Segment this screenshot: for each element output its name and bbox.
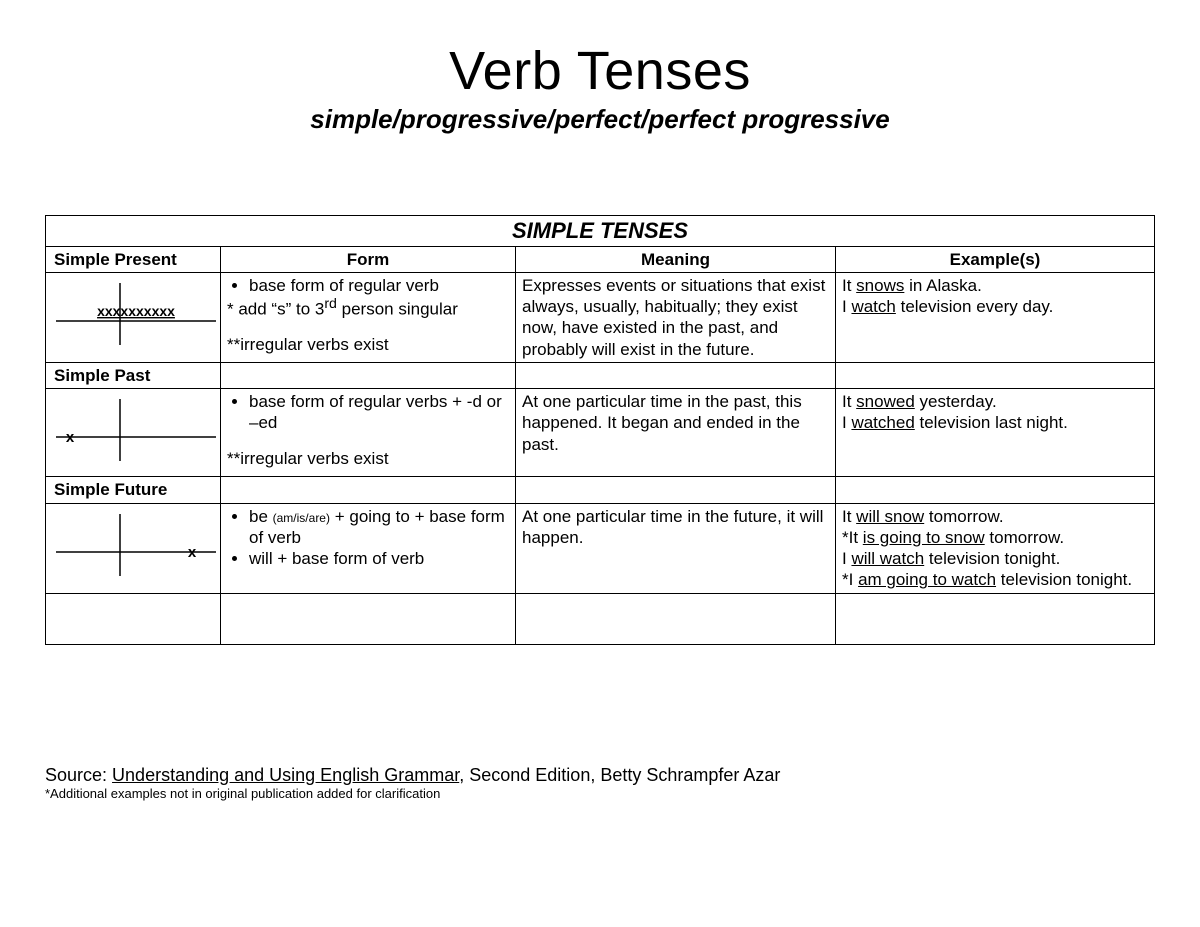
form-line: * add “s” to 3rd person singular [227,296,509,320]
timeline-diagram-icon: xxxxxxxxxx [50,279,220,349]
form-bullet: be (am/is/are) + going to + base form of… [249,506,509,549]
diagram-cell: x [46,503,221,593]
svg-text:x: x [188,544,197,561]
source-suffix: , Second Edition, Betty Schrampfer Azar [459,765,780,785]
table-caption: SIMPLE TENSES [46,216,1155,247]
source-line: Source: Understanding and Using English … [45,765,1155,801]
source-note: *Additional examples not in original pub… [45,786,1155,801]
table-row [46,593,1155,644]
table-row: x base form of regular verbs + -d or –ed… [46,389,1155,477]
example-cell: It snows in Alaska.I watch television ev… [836,272,1155,362]
form-bullet: base form of regular verbs + -d or –ed [249,391,509,434]
table-body: SIMPLE TENSES Simple Present Form Meanin… [46,216,1155,645]
timeline-diagram-icon: x [50,395,220,465]
col-header-meaning: Meaning [516,246,836,272]
svg-text:xxxxxxxxxx: xxxxxxxxxx [97,303,175,319]
tense-label: Simple Present [46,246,221,272]
form-line: **irregular verbs exist [227,334,509,355]
page-subtitle: simple/progressive/perfect/perfect progr… [45,104,1155,135]
form-line: **irregular verbs exist [227,448,509,469]
col-header-example: Example(s) [836,246,1155,272]
diagram-cell: xxxxxxxxxx [46,272,221,362]
form-cell: base form of regular verbs + -d or –ed **… [221,389,516,477]
tense-label: Simple Past [46,362,221,388]
table-row: xxxxxxxxxx base form of regular verb* ad… [46,272,1155,362]
tense-label: Simple Future [46,477,221,503]
col-header-form: Form [221,246,516,272]
source-prefix: Source: [45,765,112,785]
diagram-cell: x [46,389,221,477]
page-title: Verb Tenses [45,40,1155,102]
source-book: Understanding and Using English Grammar [112,765,459,785]
meaning-cell: At one particular time in the future, it… [516,503,836,593]
form-bullet: base form of regular verb [249,275,509,296]
example-cell: It will snow tomorrow.*It is going to sn… [836,503,1155,593]
tenses-table: SIMPLE TENSES Simple Present Form Meanin… [45,215,1155,645]
form-cell: base form of regular verb* add “s” to 3r… [221,272,516,362]
example-cell: It snowed yesterday.I watched television… [836,389,1155,477]
form-cell: be (am/is/are) + going to + base form of… [221,503,516,593]
form-bullet: will + base form of verb [249,548,509,569]
svg-text:x: x [66,429,75,446]
table-row: x be (am/is/are) + going to + base form … [46,503,1155,593]
timeline-diagram-icon: x [50,510,220,580]
meaning-cell: Expresses events or situations that exis… [516,272,836,362]
meaning-cell: At one particular time in the past, this… [516,389,836,477]
